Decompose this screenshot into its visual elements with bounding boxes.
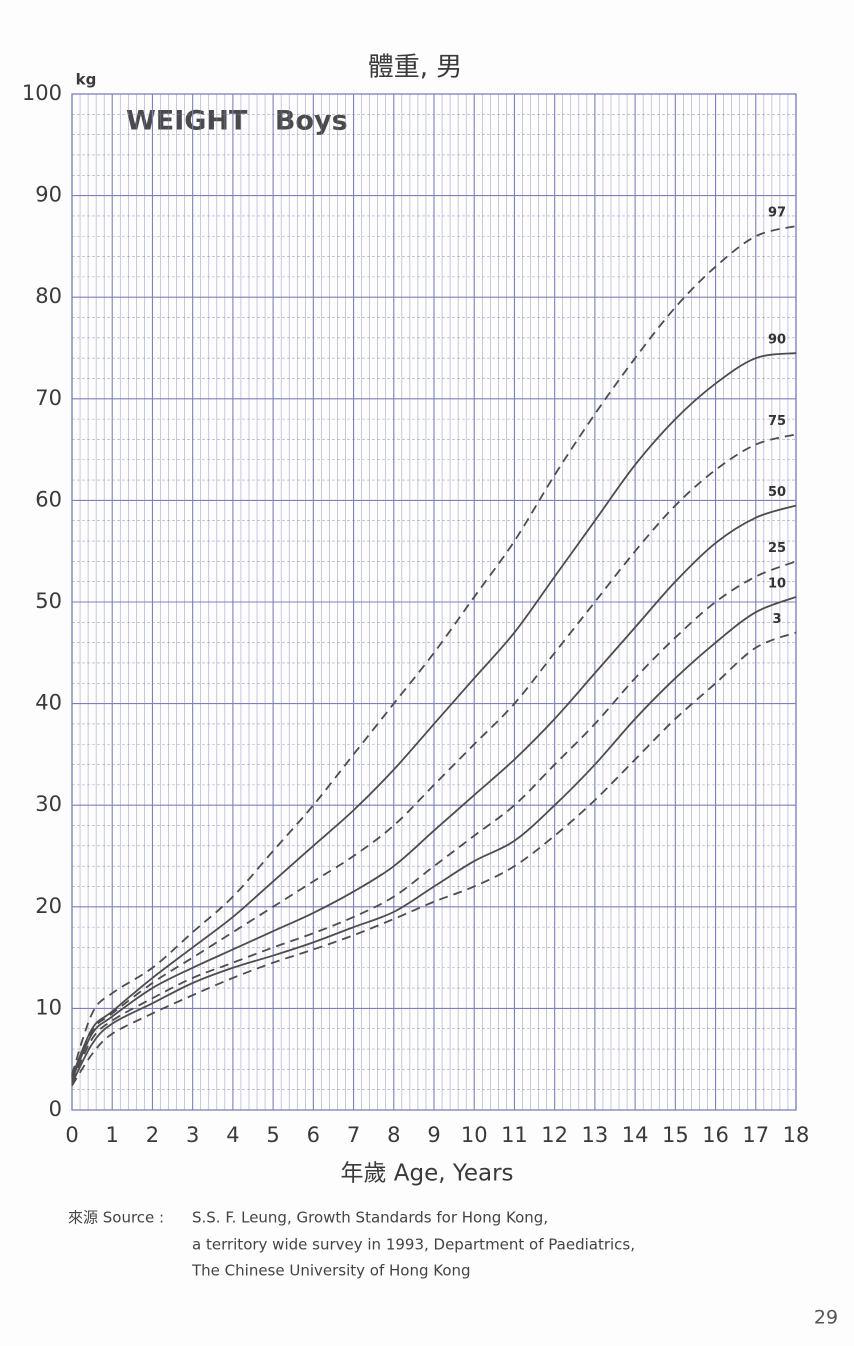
y-tick-label: 90 <box>35 183 62 207</box>
x-tick-label: 15 <box>662 1123 689 1147</box>
x-tick-label: 13 <box>582 1123 609 1147</box>
percentile-curve <box>71 596 797 1084</box>
x-tick-label: 14 <box>622 1123 649 1147</box>
percentile-curve <box>71 631 797 1087</box>
x-tick-label: 7 <box>347 1123 360 1147</box>
y-tick-label: 20 <box>35 894 62 918</box>
x-tick-label: 16 <box>702 1123 729 1147</box>
y-tick-label: 100 <box>22 81 62 105</box>
series-label: 97 <box>768 206 786 221</box>
x-tick-label: 12 <box>541 1123 568 1147</box>
series-label: 90 <box>768 333 786 348</box>
source-line: S.S. F. Leung, Growth Standards for Hong… <box>192 1209 548 1227</box>
y-tick-label: 80 <box>35 284 62 308</box>
x-axis-label: 年歲 Age, Years <box>340 1161 513 1187</box>
x-tick-label: 18 <box>783 1123 810 1147</box>
y-tick-label: 0 <box>49 1097 62 1121</box>
x-tick-label: 11 <box>501 1123 528 1147</box>
series-label: 50 <box>768 485 786 500</box>
x-tick-label: 6 <box>307 1123 320 1147</box>
y-tick-label: 30 <box>35 792 62 816</box>
y-tick-label: 10 <box>35 995 62 1019</box>
y-tick-label: 70 <box>35 386 62 410</box>
series-label: 3 <box>772 612 781 627</box>
x-tick-label: 10 <box>461 1123 488 1147</box>
source-line: The Chinese University of Hong Kong <box>191 1262 471 1280</box>
y-tick-label: 60 <box>35 487 62 511</box>
y-axis-unit: kg <box>76 71 97 89</box>
x-tick-label: 0 <box>65 1123 78 1147</box>
x-tick-label: 8 <box>387 1123 400 1147</box>
series-label: 25 <box>768 541 786 556</box>
source-label: 來源 Source : <box>68 1209 164 1227</box>
y-tick-label: 50 <box>35 589 62 613</box>
chart-annotation: WEIGHT Boys <box>126 106 348 137</box>
x-tick-label: 4 <box>226 1123 239 1147</box>
x-tick-label: 3 <box>186 1123 199 1147</box>
percentile-curve <box>71 433 797 1078</box>
x-tick-label: 1 <box>106 1123 119 1147</box>
x-tick-label: 17 <box>742 1123 769 1147</box>
y-tick-label: 40 <box>35 691 62 715</box>
percentile-curve <box>71 560 797 1082</box>
x-tick-label: 2 <box>146 1123 159 1147</box>
x-tick-label: 5 <box>266 1123 279 1147</box>
chart-title: 體重, 男 <box>368 53 463 83</box>
plot-frame <box>71 93 797 1111</box>
percentile-curve <box>71 225 797 1075</box>
series-label: 75 <box>768 414 786 429</box>
x-tick-label: 9 <box>427 1123 440 1147</box>
percentile-curve <box>71 504 797 1080</box>
page-number: 29 <box>814 1307 838 1329</box>
source-line: a territory wide survey in 1993, Departm… <box>192 1236 635 1254</box>
percentile-curve <box>71 352 797 1077</box>
series-label: 10 <box>768 576 786 591</box>
